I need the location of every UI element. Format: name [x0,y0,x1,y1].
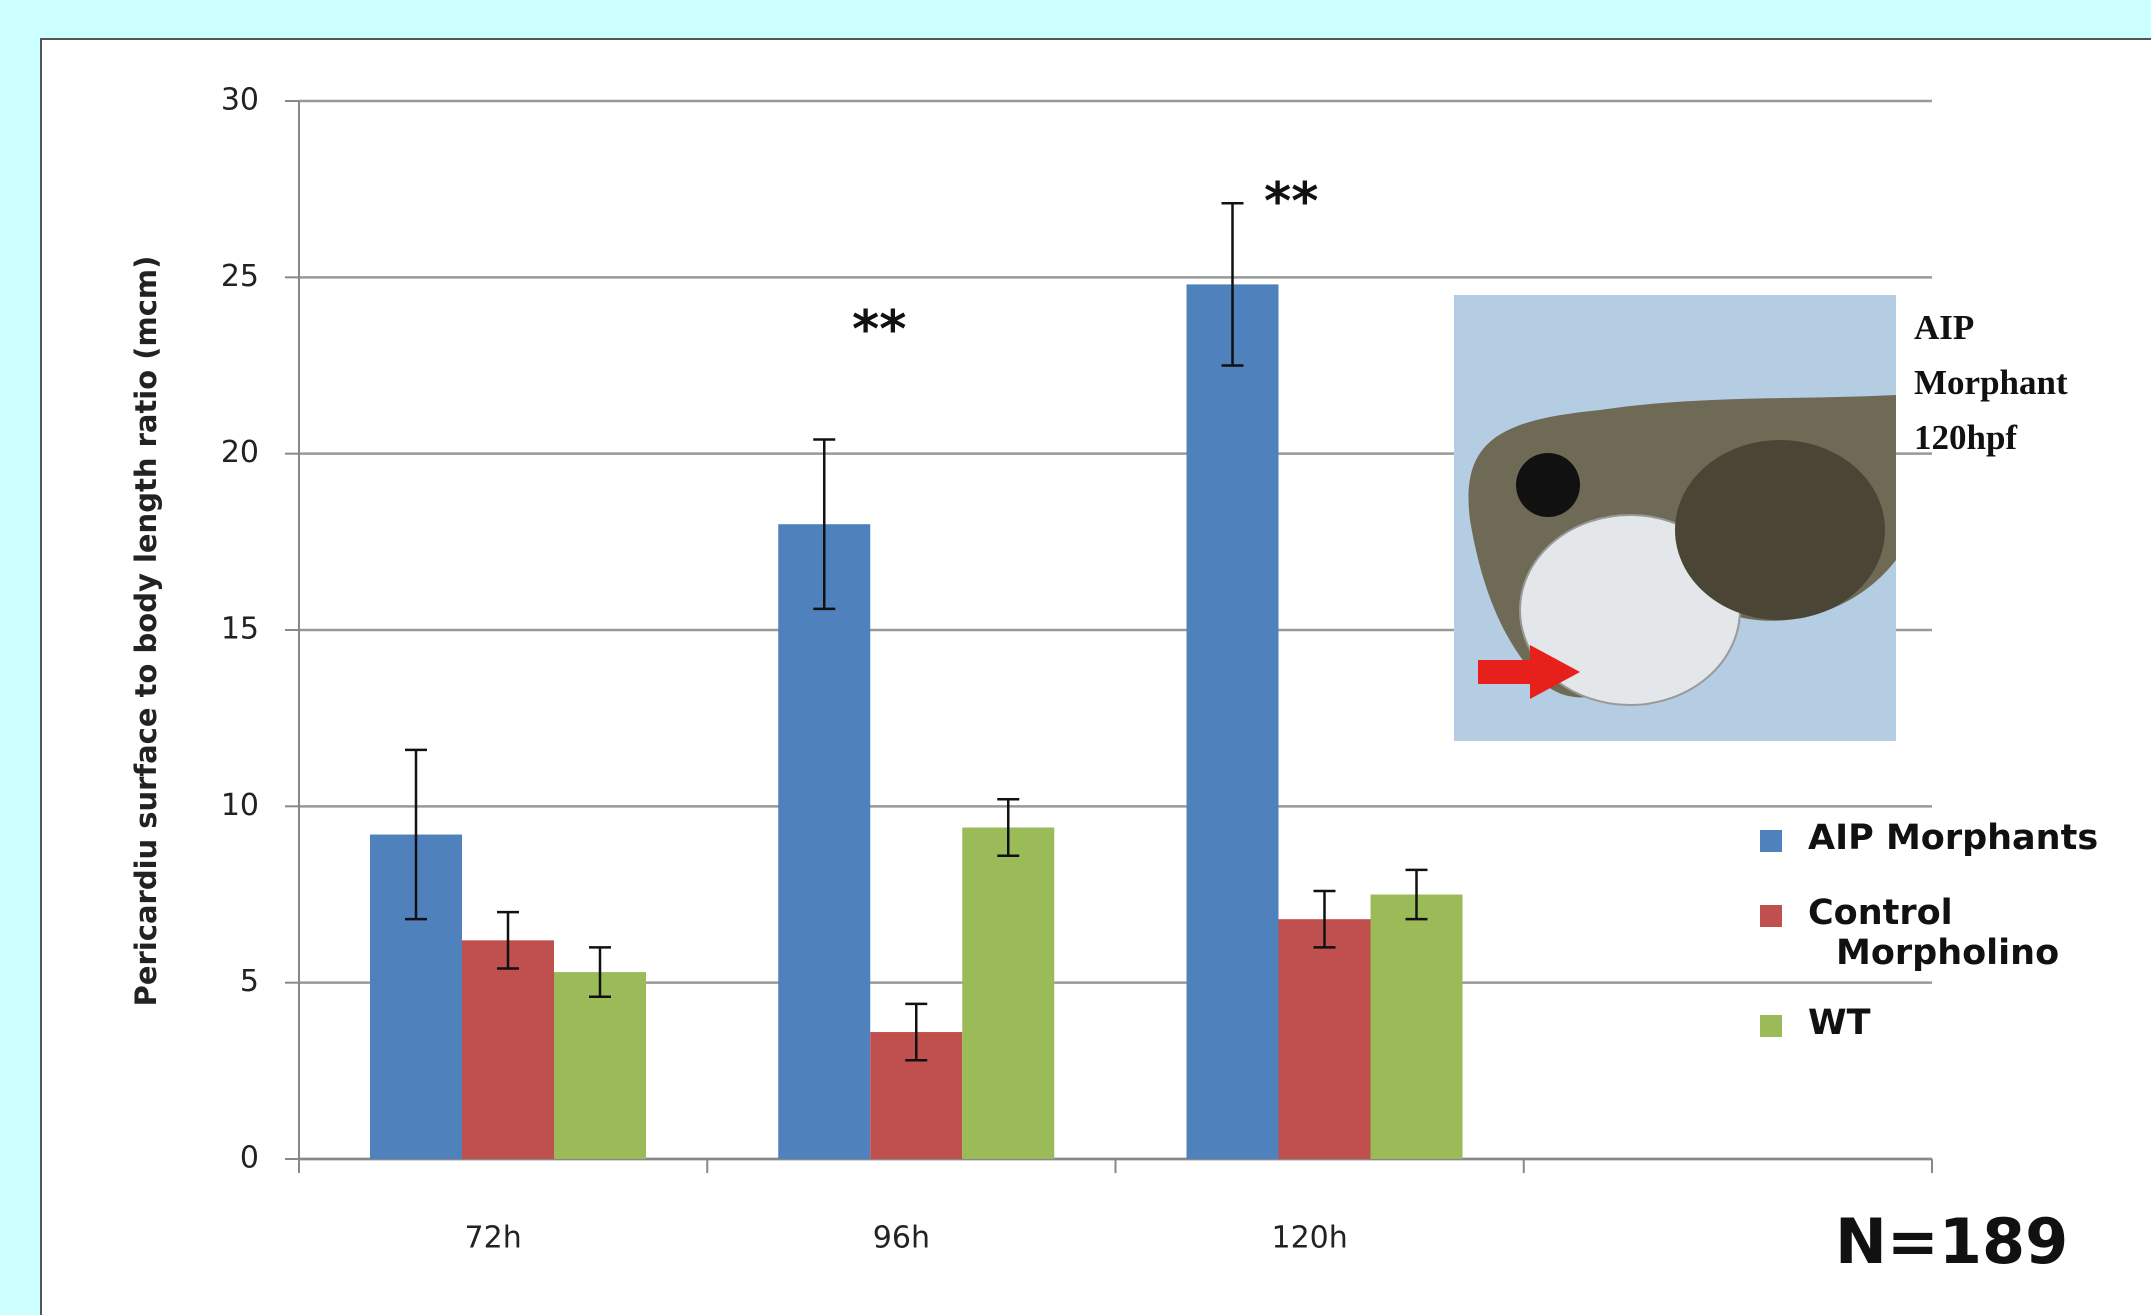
y-tick-label: 0 [240,1141,259,1176]
y-tick-label: 15 [221,612,259,647]
eye [1516,453,1580,517]
legend-item: Control Morpholino [1760,893,2096,973]
y-tick-label: 10 [221,788,259,823]
y-axis-label: Pericardiu surface to body length ratio … [129,256,163,1007]
legend-label: Control Morpholino [1808,893,2096,973]
y-tick-label: 20 [221,435,259,470]
bar [778,524,870,1159]
significance-marker: ** [852,300,906,360]
chart: Pericardiu surface to body length ratio … [0,0,2151,1315]
x-tick-label: 120h [1271,1221,1347,1256]
inset-caption: AIP Morphant 120hpf [1914,300,2114,465]
y-tick-label: 25 [221,259,259,294]
legend-swatch [1760,1015,1782,1037]
x-tick-label: 72h [465,1221,522,1256]
y-tick-label: 5 [240,964,259,999]
bar [1279,919,1371,1159]
legend-label: WT [1808,1003,2108,1043]
sample-size-note: N=189 [1835,1205,2068,1278]
bar [554,972,646,1159]
legend-item: WT [1760,1003,2108,1043]
legend-label: AIP Morphants [1808,818,2108,858]
inset-photo [1454,295,1896,741]
yolk [1675,440,1885,620]
legend-item: AIP Morphants [1760,818,2108,858]
x-tick-label: 96h [873,1221,930,1256]
significance-marker: ** [1264,172,1318,232]
bar [462,940,554,1159]
legend-swatch [1760,830,1782,852]
legend-swatch [1760,905,1782,927]
bar [1371,895,1463,1160]
y-tick-label: 30 [221,83,259,118]
bar [962,827,1054,1159]
bar [1187,284,1279,1159]
page: Pericardiu surface to body length ratio … [0,0,2151,1315]
